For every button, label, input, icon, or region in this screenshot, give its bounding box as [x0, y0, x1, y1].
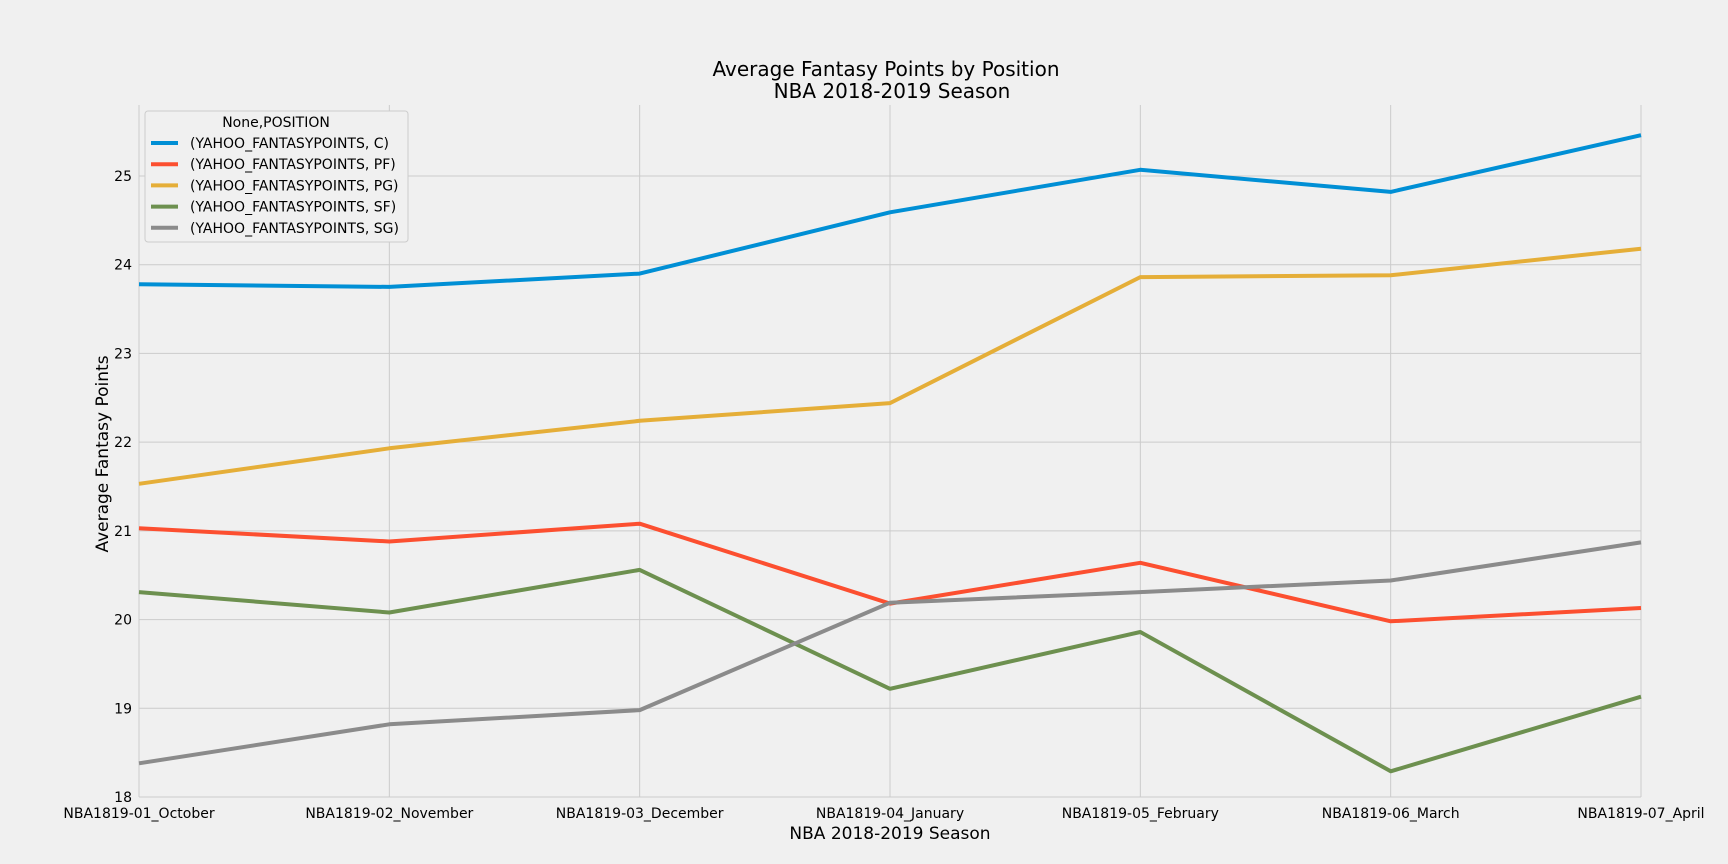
legend-title: None,POSITION [222, 115, 330, 131]
x-tick-label: NBA1819-02_November [305, 806, 473, 822]
x-tick-label: NBA1819-07_April [1577, 806, 1704, 822]
chart-subtitle: NBA 2018-2019 Season [774, 79, 1011, 103]
y-tick-label: 24 [114, 258, 132, 274]
y-tick-label: 22 [114, 435, 132, 451]
series-lines [138, 133, 1642, 774]
x-tick-label: NBA1819-05_February [1062, 806, 1219, 822]
y-axis-label: Average Fantasy Points [93, 355, 113, 552]
x-tick-label: NBA1819-06_March [1322, 806, 1460, 822]
x-tick-label: NBA1819-03_December [556, 806, 724, 822]
y-tick-label: 18 [114, 790, 132, 806]
legend-label: (YAHOO_FANTASYPOINTS, C) [190, 136, 389, 152]
legend-box [144, 110, 409, 243]
y-tick-label: 21 [114, 524, 132, 540]
legend-label: (YAHOO_FANTASYPOINTS, SF) [190, 200, 396, 216]
y-tick-label: 23 [114, 346, 132, 362]
x-axis-ticks: NBA1819-01_October NBA1819-02_November NBA… [63, 806, 1704, 822]
y-tick-label: 25 [114, 169, 132, 185]
grid [138, 105, 1642, 798]
x-tick-label: NBA1819-01_October [63, 806, 214, 822]
legend-label: (YAHOO_FANTASYPOINTS, PG) [190, 178, 399, 194]
y-tick-label: 19 [114, 701, 132, 717]
y-tick-label: 20 [114, 613, 132, 629]
legend-label: (YAHOO_FANTASYPOINTS, PF) [190, 157, 396, 173]
y-axis-ticks: 18 19 20 21 22 23 24 25 [114, 169, 132, 806]
legend-label: (YAHOO_FANTASYPOINTS, SG) [190, 221, 399, 237]
x-axis-label: NBA 2018-2019 Season [789, 824, 990, 844]
series-line-4 [138, 540, 1642, 766]
legend-items: (YAHOO_FANTASYPOINTS, C) (YAHOO_FANTASYPO… [151, 136, 399, 237]
legend: None,POSITION (YAHOO_FANTASYPOINTS, C)(Y… [144, 110, 409, 243]
x-tick-label: NBA1819-04_January [816, 806, 964, 822]
chart-title: Average Fantasy Points by Position [713, 57, 1060, 81]
series-line-0 [138, 133, 1642, 289]
series-line-3 [138, 567, 1642, 774]
series-line-2 [138, 246, 1642, 486]
